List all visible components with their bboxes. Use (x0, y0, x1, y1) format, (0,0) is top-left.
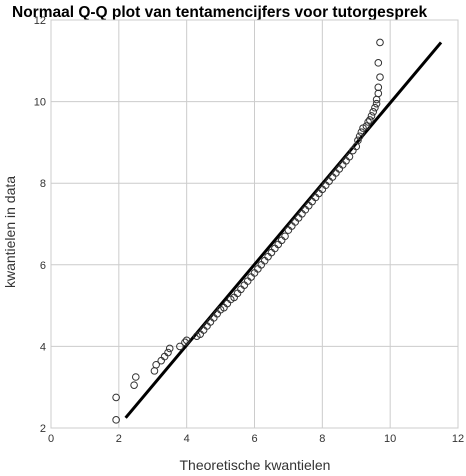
x-tick-label: 0 (48, 433, 54, 445)
y-tick-label: 10 (34, 97, 46, 109)
y-axis-ticks: 2 4 6 8 10 12 (34, 15, 46, 435)
x-axis-ticks: 0 2 4 6 8 10 12 (48, 433, 464, 445)
x-tick-label: 10 (384, 433, 396, 445)
data-point (238, 286, 245, 293)
data-point (272, 245, 279, 252)
x-tick-label: 12 (452, 433, 464, 445)
data-point (372, 104, 379, 111)
data-point (299, 211, 306, 218)
data-point (316, 190, 323, 197)
data-point (295, 215, 302, 222)
data-point (234, 290, 241, 297)
data-point (343, 157, 350, 164)
data-point (265, 253, 272, 260)
data-point (131, 382, 138, 389)
y-axis-label: kwantielen in data (2, 176, 18, 288)
data-point (375, 60, 382, 67)
data-point (151, 368, 158, 375)
y-tick-label: 8 (40, 178, 46, 190)
data-point (165, 349, 172, 356)
data-point (368, 113, 375, 120)
data-point (241, 282, 248, 289)
data-point (158, 357, 165, 364)
data-point (333, 170, 340, 177)
data-point (365, 119, 372, 126)
data-point (200, 327, 207, 334)
data-point (248, 274, 255, 281)
data-point (244, 278, 251, 285)
data-point (370, 109, 377, 116)
data-point (278, 237, 285, 244)
data-point (305, 202, 312, 209)
y-tick-label: 4 (40, 341, 46, 353)
reference-line (126, 42, 441, 417)
x-tick-label: 2 (116, 433, 122, 445)
data-point (375, 90, 382, 97)
data-point (336, 166, 343, 173)
y-tick-label: 6 (40, 260, 46, 272)
data-point (285, 227, 292, 234)
data-point (275, 241, 282, 248)
x-tick-label: 4 (184, 433, 190, 445)
data-point (312, 194, 319, 201)
data-point (132, 374, 139, 381)
data-point (255, 266, 262, 273)
y-tick-label: 2 (40, 423, 46, 435)
data-points (113, 39, 383, 423)
data-point (339, 162, 346, 169)
data-point (329, 174, 336, 181)
data-point (377, 74, 384, 81)
data-point (302, 206, 309, 213)
data-point (289, 223, 296, 230)
data-point (292, 219, 299, 226)
data-point (261, 257, 268, 264)
grid-lines (51, 20, 458, 428)
data-point (367, 117, 374, 124)
chart-title: Normaal Q-Q plot van tentamencijfers voo… (12, 4, 428, 21)
data-point (161, 353, 168, 360)
data-point (268, 249, 275, 256)
data-point (346, 153, 353, 160)
data-point (358, 129, 365, 136)
data-point (377, 39, 384, 46)
x-tick-label: 6 (251, 433, 257, 445)
data-point (309, 198, 316, 205)
x-tick-label: 8 (319, 433, 325, 445)
x-axis-label: Theoretische kwantielen (180, 457, 331, 473)
y-tick-label: 12 (34, 15, 46, 27)
data-point (224, 300, 231, 307)
data-point (282, 233, 289, 240)
data-point (375, 84, 382, 91)
